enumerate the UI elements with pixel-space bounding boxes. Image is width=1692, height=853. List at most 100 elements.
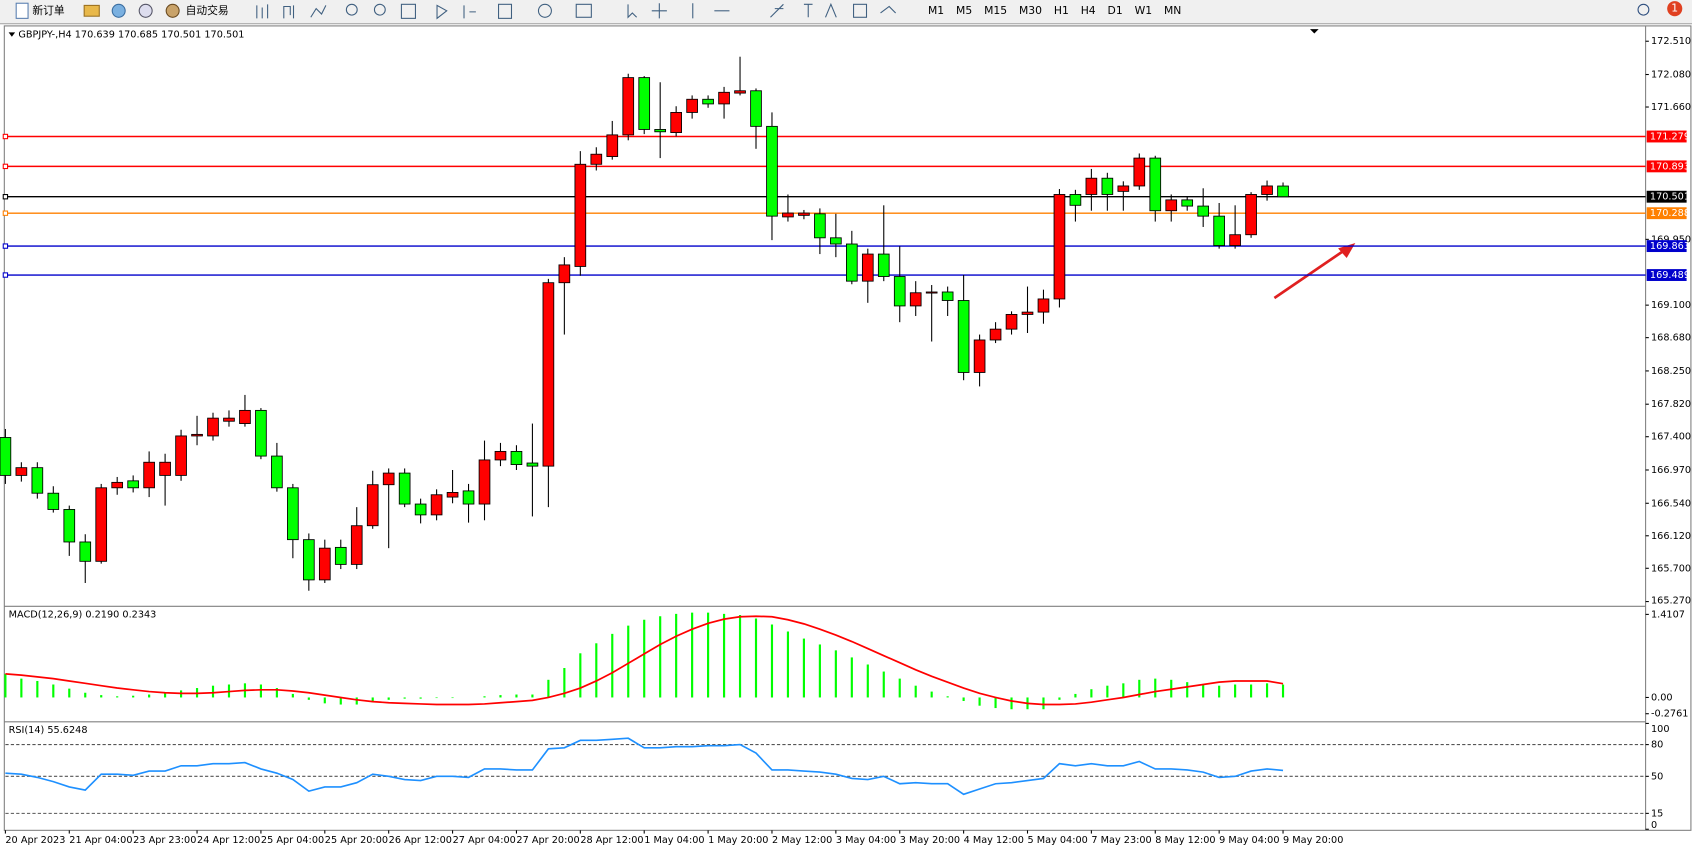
icon[interactable] — [83, 4, 100, 17]
candle-body — [31, 467, 44, 494]
line-anchor — [2, 194, 9, 200]
y-tick-label: 1.4107 — [1651, 609, 1685, 620]
candle-body — [670, 112, 682, 133]
candle-body — [239, 409, 251, 424]
x-tick-label: 2 May 12:00 — [772, 835, 832, 846]
candle-body — [462, 490, 475, 505]
candle-body — [1117, 185, 1130, 192]
auto-trading-button[interactable]: 自动交易 — [186, 4, 229, 17]
price-label-bg — [1646, 130, 1687, 143]
candle-body — [334, 546, 347, 565]
candle-body — [1165, 199, 1178, 212]
symbol-menu[interactable] — [8, 32, 16, 37]
toolbar-bg — [0, 0, 1692, 24]
line-anchor — [2, 243, 9, 249]
candle-body — [798, 212, 810, 216]
notification-badge[interactable] — [1667, 1, 1683, 17]
y-tick-label: 50 — [1651, 771, 1663, 782]
candle-body — [111, 481, 124, 489]
timeframe-button[interactable]: D1 — [1108, 4, 1123, 17]
candle-body — [893, 276, 906, 307]
candle-body — [382, 472, 395, 486]
candle-body — [1085, 177, 1098, 195]
candle-body — [430, 494, 443, 516]
y-tick-label: 166.970 — [1651, 465, 1691, 476]
candle-body — [542, 282, 555, 467]
candle-body — [734, 90, 746, 94]
price-label: 171.279 — [1650, 132, 1690, 143]
candle-body — [989, 328, 1002, 341]
candle-body — [590, 153, 603, 165]
price-label: 169.489 — [1650, 270, 1690, 281]
price-label-bg — [1646, 160, 1687, 173]
candle-body — [510, 450, 523, 466]
candle-body — [1229, 234, 1241, 246]
x-tick-label: 9 May 20:00 — [1283, 835, 1343, 846]
candle-body — [654, 129, 667, 133]
candle-body — [766, 125, 778, 217]
x-tick-label: 3 May 20:00 — [900, 835, 960, 846]
candle-body — [223, 417, 235, 422]
timeframe-button[interactable]: M30 — [1019, 4, 1042, 17]
x-tick-label: 21 Apr 04:00 — [69, 835, 132, 846]
new-order-icon[interactable] — [15, 2, 29, 19]
candle-body — [1277, 185, 1289, 198]
candle-body — [398, 472, 411, 505]
timeframe-button[interactable]: H4 — [1081, 4, 1096, 17]
y-tick-label: -0.2761 — [1651, 709, 1688, 720]
candle-body — [1005, 313, 1018, 330]
y-tick-label: 165.270 — [1651, 595, 1691, 606]
x-tick-label: 25 Apr 04:00 — [261, 835, 324, 846]
tool-icons[interactable] — [256, 2, 897, 20]
candle-body — [941, 291, 954, 301]
x-tick-label: 20 Apr 2023 — [5, 835, 65, 846]
timeframe-button[interactable]: M5 — [956, 4, 972, 17]
timeframe-button[interactable]: MN — [1164, 4, 1181, 17]
candle-body — [782, 212, 794, 218]
timeframe-button[interactable]: W1 — [1135, 4, 1153, 17]
rsi-line — [5, 737, 1284, 796]
candle-body — [622, 77, 635, 136]
candle-body — [702, 98, 714, 105]
y-tick-label: 166.540 — [1651, 498, 1691, 509]
candle-body — [814, 213, 826, 239]
plot: 172.510 172.080 171.660 169.950 169.100 168.6… — [0, 30, 1691, 846]
chart-shift-marker[interactable] — [1310, 29, 1319, 34]
timeframe-bar: M1 M5 M15 M30 H1 H4 D1 W1 MN — [928, 4, 1181, 17]
candle-body — [47, 492, 60, 510]
candle-body — [830, 237, 842, 245]
y-tick-label: 172.080 — [1651, 70, 1691, 81]
candle-body — [957, 300, 970, 373]
candle-body — [909, 292, 922, 307]
candle-body — [1213, 215, 1225, 246]
panel-title: GBPJPY-,H4 170.639 170.685 170.501 170.5… — [18, 30, 244, 41]
y-tick-label: 15 — [1651, 808, 1663, 819]
timeframe-button[interactable]: H1 — [1054, 4, 1069, 17]
icon[interactable] — [138, 3, 153, 18]
price-label-bg — [1646, 269, 1687, 281]
icon[interactable] — [111, 3, 126, 18]
candle-body — [255, 409, 267, 457]
new-order-button[interactable]: 新订单 — [32, 4, 65, 17]
candle-body — [143, 461, 155, 489]
candle-body — [478, 459, 491, 505]
candle-body — [877, 253, 890, 277]
price-label: 170.501 — [1650, 192, 1690, 203]
chart-area — [3, 25, 1692, 831]
timeframe-button[interactable]: M15 — [984, 4, 1007, 17]
auto-trading-icon[interactable] — [165, 3, 180, 18]
candle-body — [366, 484, 379, 527]
y-tick-label: 167.400 — [1651, 432, 1691, 443]
candle-body — [718, 91, 730, 105]
price-label-bg — [1646, 207, 1687, 220]
y-tick-label: 169.100 — [1651, 300, 1691, 311]
y-tick-label: 168.680 — [1651, 333, 1691, 344]
candle-body — [95, 487, 108, 562]
search-icon[interactable] — [1637, 3, 1650, 16]
timeframe-button[interactable]: M1 — [928, 4, 944, 17]
signal-line — [5, 615, 1284, 706]
candle-body — [1149, 157, 1162, 212]
line-anchor — [2, 163, 9, 170]
candle-body — [606, 134, 619, 157]
